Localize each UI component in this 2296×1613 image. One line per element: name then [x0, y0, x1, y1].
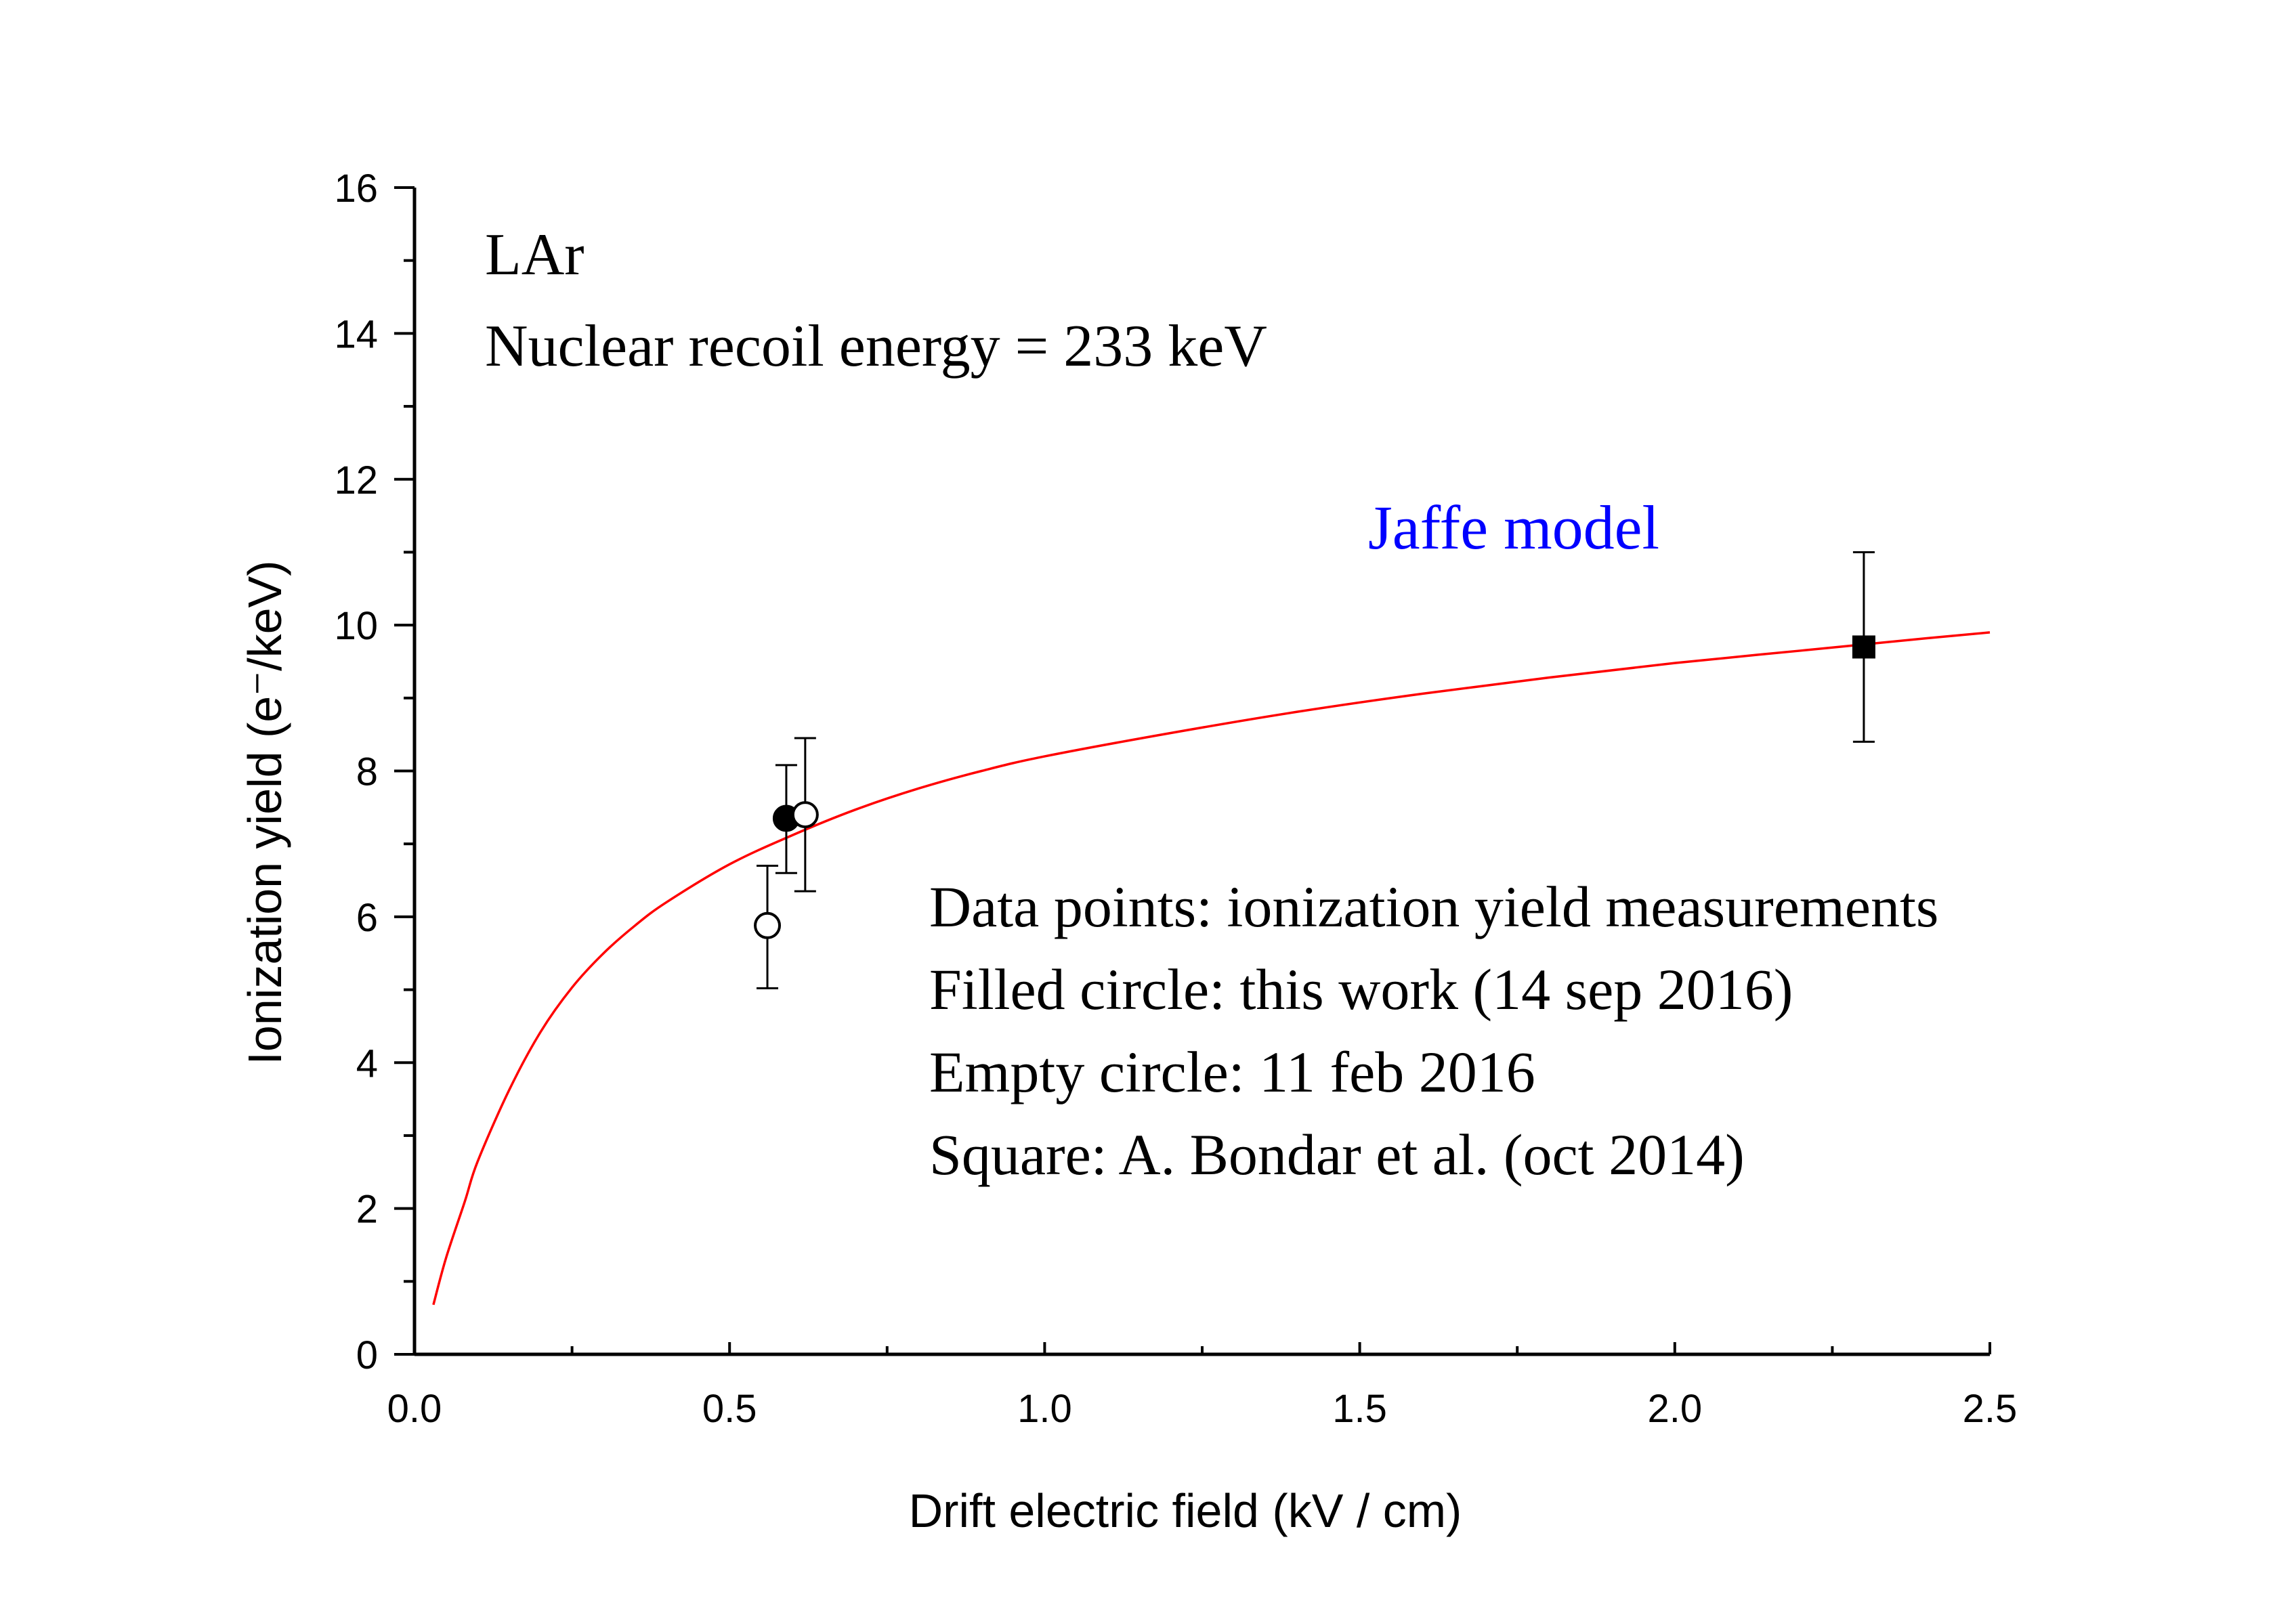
axis-tick-labels: 0.0 0.5 1.0 1.5 2.0 2.5 0 2 4 6 8 10 12 14 16 [334, 167, 2017, 1431]
jaffe-model-label: Jaffe model [1368, 493, 1659, 562]
y-tick-label: 16 [334, 167, 378, 211]
y-tick-label: 8 [356, 750, 378, 794]
medium-annotation: LAr [485, 222, 584, 288]
x-tick-label: 0.5 [702, 1387, 757, 1431]
filled-square-point [1852, 635, 1875, 659]
jaffe-model-curve-layer [432, 631, 1991, 1306]
data-points [754, 551, 1875, 989]
legend-line-filled-circle: Filled circle: this work (14 sep 2016) [929, 957, 1793, 1022]
empty-circle-point [791, 801, 819, 829]
jaffe-model-line [432, 631, 1991, 1306]
y-tick-label: 6 [356, 896, 378, 940]
recoil-energy-annotation: Nuclear recoil energy = 233 keV [485, 314, 1267, 379]
x-axis-label: Drift electric field (kV / cm) [909, 1484, 1462, 1537]
empty-circle-point [754, 911, 782, 939]
y-tick-label: 2 [356, 1188, 378, 1232]
x-tick-label: 1.0 [1017, 1387, 1072, 1431]
y-tick-label: 10 [334, 604, 378, 648]
y-axis-label: Ionization yield (e⁻/keV) [238, 560, 291, 1064]
y-tick-label: 12 [334, 458, 378, 502]
x-tick-label: 1.5 [1332, 1387, 1387, 1431]
legend-line-empty-circle: Empty circle: 11 feb 2016 [929, 1039, 1535, 1104]
y-tick-label: 14 [334, 312, 378, 356]
x-tick-label: 2.0 [1647, 1387, 1702, 1431]
legend-line-square: Square: A. Bondar et al. (oct 2014) [929, 1122, 1745, 1187]
y-tick-label: 0 [356, 1333, 378, 1377]
y-tick-label: 4 [356, 1041, 378, 1085]
legend-line-data-points: Data points: ionization yield measuremen… [929, 874, 1938, 939]
x-tick-label: 0.0 [387, 1387, 442, 1431]
x-tick-label: 2.5 [1963, 1387, 2018, 1431]
axis-ticks [394, 186, 1991, 1356]
